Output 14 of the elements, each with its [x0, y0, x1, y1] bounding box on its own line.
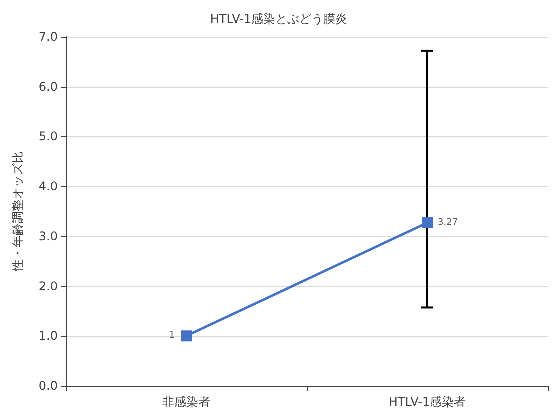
y-axis-title: 性・年齢調整オッズ比 [11, 152, 25, 272]
x-tick-label: 非感染者 [162, 395, 210, 409]
y-tick-label: 1.0 [38, 329, 58, 344]
y-tick-label: 2.0 [38, 279, 58, 294]
y-tick-label: 6.0 [38, 80, 58, 94]
chart-title: HTLV-1感染とぶどう膜炎 [210, 12, 348, 26]
y-tick-label: 4.0 [38, 180, 58, 194]
y-tick-label: 3.0 [38, 229, 58, 244]
x-tick-label: HTLV-1感染者 [388, 395, 466, 409]
y-tick-label: 7.0 [38, 30, 58, 44]
data-label: 1 [169, 331, 175, 342]
y-tick-label: 0.0 [38, 379, 58, 393]
data-label: 3.27 [438, 218, 458, 228]
y-tick-label: 5.0 [38, 130, 58, 144]
